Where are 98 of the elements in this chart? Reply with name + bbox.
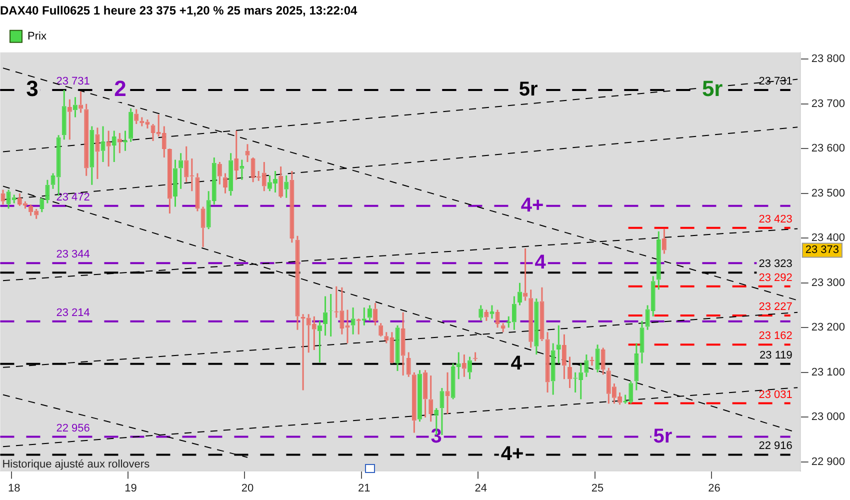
candlestick [84, 103, 89, 177]
candlestick [73, 96, 78, 118]
annotation: 4 [534, 252, 547, 274]
y-tick-label: 23 100 [811, 366, 846, 378]
annotation: 5r [518, 78, 538, 101]
candlestick [423, 369, 428, 418]
candlestick [90, 125, 94, 186]
x-tick-label: 18 [8, 482, 20, 494]
x-tick-label: 21 [358, 482, 370, 494]
ref-line-label: 23 214 [56, 306, 90, 319]
candlestick [523, 248, 528, 302]
candlestick [95, 126, 100, 180]
candlestick [317, 320, 322, 364]
annotation: 2 [114, 76, 126, 102]
candlestick [412, 372, 416, 434]
annotation: 5r [702, 76, 724, 102]
candlestick [217, 161, 222, 186]
candlestick [545, 331, 550, 394]
x-tick-label: 26 [708, 482, 720, 494]
candlestick [418, 369, 422, 422]
y-tick-label: 23 300 [811, 276, 846, 289]
candlestick [484, 308, 489, 322]
candlestick [134, 108, 139, 125]
candlestick [117, 132, 122, 154]
candlestick [500, 322, 506, 333]
ref-line-label: 23 119 [760, 349, 792, 362]
candlestick [656, 230, 661, 290]
ref-line-label: 23 423 [758, 213, 792, 226]
candlestick [62, 89, 66, 140]
ref-line-label: 22 956 [56, 422, 90, 434]
candlestick [228, 152, 234, 196]
annotation: Historique ajusté aux rollovers [2, 458, 150, 470]
candlestick [440, 387, 444, 436]
candlestick [406, 351, 411, 378]
ref-line-label: 23 323 [758, 258, 792, 270]
y-tick-label: 23 500 [811, 187, 846, 200]
candlestick [595, 344, 600, 374]
candlestick [173, 159, 178, 208]
annotation: 3 [430, 425, 442, 448]
y-tick-label: 23 200 [811, 322, 846, 334]
candlestick [278, 166, 284, 199]
y-tick-label: 22 900 [811, 456, 846, 468]
candlestick [550, 342, 556, 396]
candlestick [400, 312, 406, 376]
candlestick [584, 354, 589, 378]
candlestick [284, 174, 289, 199]
annotation: 5r [653, 425, 672, 448]
ref-line-label: 23 031 [758, 388, 792, 401]
candlestick [478, 304, 484, 322]
candlestick [23, 200, 28, 210]
ref-line-label: 22 916 [758, 440, 792, 452]
y-tick-label: 23 400 [811, 232, 846, 244]
x-tick-label: 24 [474, 482, 487, 494]
annotation: 3 [26, 76, 38, 102]
y-tick-label: 23 700 [811, 98, 846, 110]
annotation: 4+ [520, 194, 544, 216]
candlestick [518, 282, 522, 306]
legend-label: Prix [28, 30, 47, 42]
candlestick [106, 130, 111, 168]
ref-line-label: 23 292 [758, 272, 792, 284]
ref-line-label: 23 227 [758, 301, 792, 314]
annotation: 4+ [500, 443, 524, 466]
candlestick [468, 356, 472, 380]
candlestick [112, 130, 116, 163]
candlestick [528, 288, 534, 348]
candlestick [373, 302, 378, 326]
ref-line-label: 23 731 [56, 76, 90, 88]
chart-title: DAX40 Full0625 1 heure 23 375 +1,20 % 25 mars 2025, 13:22:04 [0, 4, 358, 18]
candlestick [634, 342, 639, 392]
candlestick [178, 152, 184, 190]
ref-line-label: 23 344 [56, 248, 90, 261]
candlestick [428, 374, 434, 422]
candlestick [600, 346, 606, 376]
candlestick [223, 172, 228, 194]
candlestick [323, 296, 328, 336]
candlestick [662, 228, 666, 255]
x-tick-label: 25 [591, 482, 604, 494]
candlestick [128, 108, 134, 143]
candlestick [290, 170, 294, 244]
candlestick [200, 206, 206, 248]
candlestick [534, 298, 539, 356]
text: 23 373 [805, 244, 840, 256]
candlestick [234, 130, 239, 181]
candlestick [568, 356, 572, 389]
candlestick [78, 90, 84, 114]
y-tick-label: 23 800 [811, 53, 846, 66]
ref-line-label: 23 731 [758, 76, 792, 88]
y-tick-label: 23 000 [811, 411, 846, 424]
annotation: 4 [510, 352, 523, 374]
y-tick-label: 23 600 [811, 142, 846, 155]
x-tick-label: 20 [241, 482, 254, 494]
ref-line-label: 23 162 [758, 330, 792, 342]
candlestick [378, 322, 384, 338]
candlestick [350, 306, 356, 336]
candlestick [368, 304, 372, 322]
candlestick [562, 334, 566, 380]
x-tick-label: 19 [124, 482, 137, 494]
candlestick [556, 324, 561, 364]
